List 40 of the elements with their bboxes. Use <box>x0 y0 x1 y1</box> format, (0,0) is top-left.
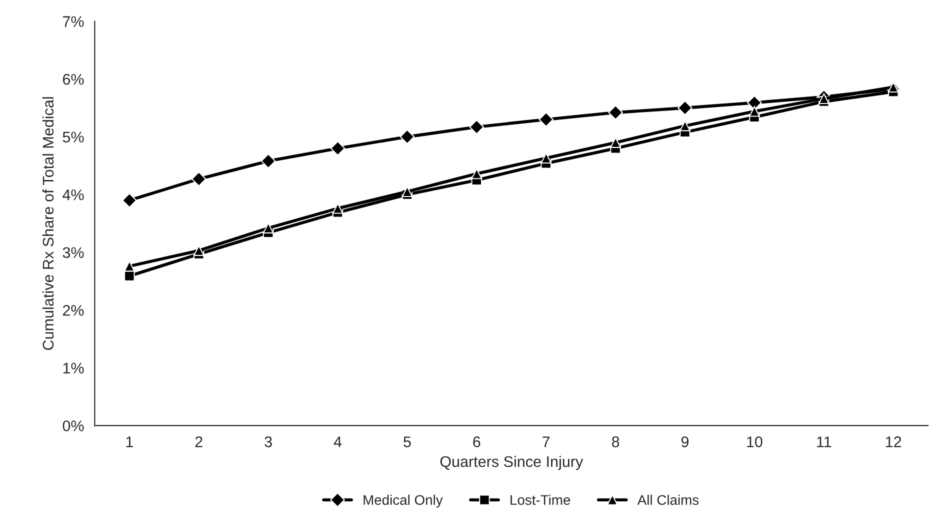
y-tick-label: 2% <box>62 304 84 316</box>
x-tick-label: 6 <box>473 436 480 448</box>
point <box>469 120 484 134</box>
point <box>749 106 760 117</box>
legend-label: All Claims <box>637 494 699 505</box>
x-tick-label: 5 <box>404 436 411 448</box>
point <box>538 112 554 127</box>
x-tick-label: 8 <box>612 436 620 448</box>
x-tick-label: 2 <box>195 436 202 448</box>
y-tick-label: 4% <box>62 189 84 200</box>
x-tick-label: 7 <box>542 436 550 448</box>
y-tick-label: 3% <box>62 247 84 258</box>
point <box>888 82 899 93</box>
x-tick-label: 1 <box>126 436 133 448</box>
y-tick-label: 0% <box>62 420 84 432</box>
point <box>332 203 344 214</box>
y-tick-label: 7% <box>62 16 84 27</box>
x-tick-label: 9 <box>681 436 689 448</box>
legend-label: Medical Only <box>364 494 443 508</box>
x-tick-label: 12 <box>886 436 902 448</box>
y-axis-title: Cumulative Rx Share of Total Medical <box>42 97 54 350</box>
y-tick-label: 6% <box>62 74 84 85</box>
legend-label: Lost-Time <box>510 494 570 505</box>
point <box>818 93 830 104</box>
point <box>262 222 274 234</box>
y-tick-label: 5% <box>62 132 84 142</box>
x-axis-title: Quarters Since Injury <box>440 456 584 470</box>
point <box>260 154 276 168</box>
point <box>330 140 346 156</box>
x-tick-label: 4 <box>334 436 342 448</box>
point <box>191 172 206 186</box>
point <box>678 100 692 116</box>
point <box>400 129 415 144</box>
x-tick-label: 10 <box>747 436 762 448</box>
y-tick-label: 1% <box>63 362 84 374</box>
x-tick-label: 3 <box>264 436 272 448</box>
point <box>122 192 137 208</box>
point <box>124 270 135 282</box>
x-tick-label: 11 <box>817 436 832 448</box>
point <box>608 105 623 120</box>
